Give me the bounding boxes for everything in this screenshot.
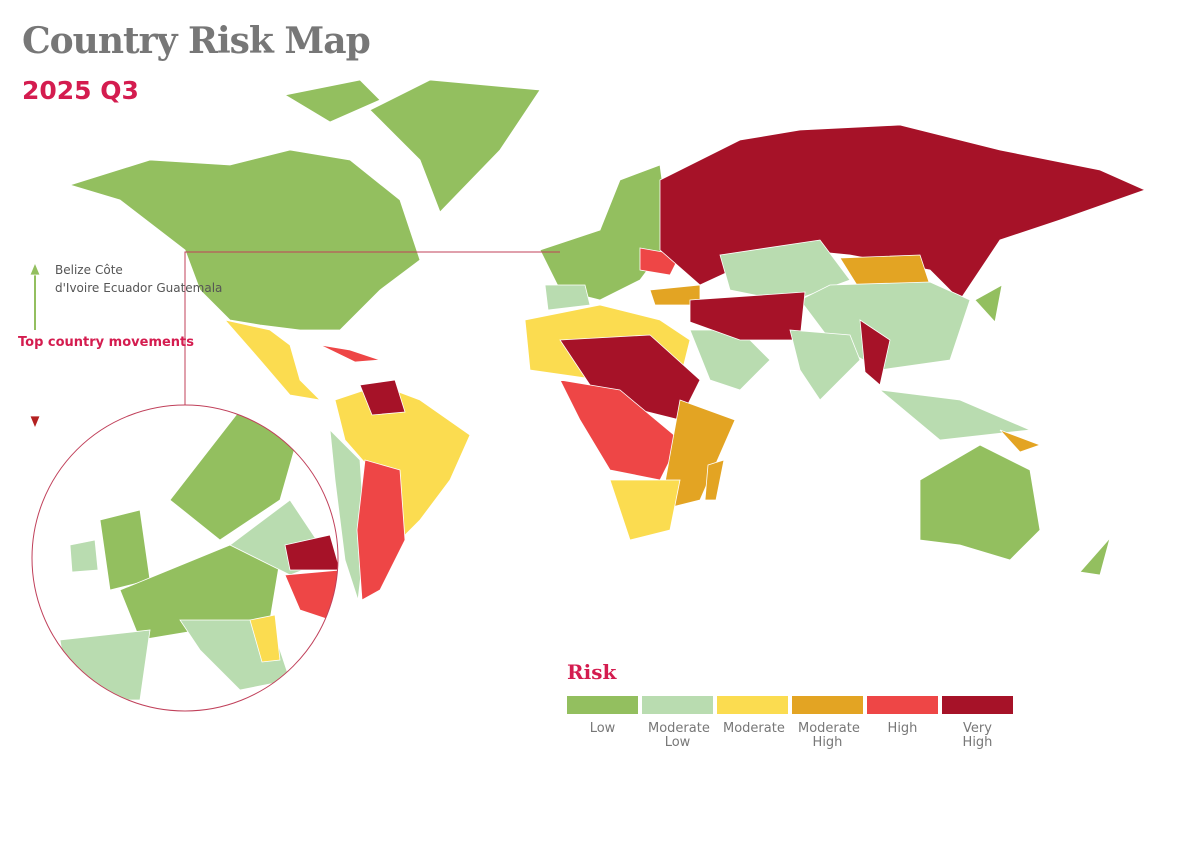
country-region (319, 344, 381, 363)
country-region (544, 284, 591, 311)
legend-label: Very High (962, 721, 993, 750)
legend-label: High (887, 721, 918, 736)
country-name: Côte d'Ivoire (55, 263, 123, 295)
inset-connector (184, 251, 560, 405)
legend-item: Moderate (717, 696, 788, 750)
legend: Low Moderate Low Moderate Moderate High High… (567, 696, 1013, 750)
legend-label: Low (589, 721, 616, 736)
down-arrowhead (29, 415, 41, 430)
legend-swatch (867, 696, 938, 714)
title: Country Risk Map (22, 20, 371, 62)
country-region (369, 79, 541, 213)
country-region (284, 534, 338, 571)
country-region (59, 629, 151, 701)
country-region (999, 429, 1042, 453)
up-arrowhead (29, 261, 41, 276)
inset-countries (59, 409, 338, 701)
legend-item: Very High (942, 696, 1013, 750)
country-name: Belize (55, 263, 91, 277)
country-region (356, 459, 406, 601)
legend-swatch (642, 696, 713, 714)
country-region (539, 164, 671, 301)
country-region (68, 149, 421, 331)
country-name: Guatemala (156, 281, 223, 295)
legend-swatch (717, 696, 788, 714)
country-region (789, 329, 861, 401)
country-region (799, 281, 971, 371)
legend-label: Moderate (723, 721, 785, 736)
country-region (609, 479, 681, 541)
country-region (974, 284, 1003, 323)
legend-item: Moderate High (792, 696, 863, 750)
legend-item: High (867, 696, 938, 750)
movement-list: Belize Côte d'Ivoire Ecuador Guatemala (55, 261, 222, 297)
country-region (859, 319, 891, 386)
country-region (359, 379, 406, 416)
country-region (283, 79, 381, 123)
country-region (919, 444, 1041, 561)
country-region (249, 614, 281, 663)
country-region (329, 428, 366, 601)
country-region (284, 569, 338, 621)
country-region (689, 291, 806, 341)
legend-swatch (792, 696, 863, 714)
inset-circle (31, 404, 339, 712)
country-region (1079, 537, 1111, 576)
subtitle: 2025 Q3 (22, 76, 139, 105)
legend-label: Moderate High (798, 721, 860, 750)
country-region (69, 539, 99, 573)
movement-label: Top country movements (18, 335, 195, 350)
country-name: Ecuador (103, 281, 153, 295)
legend-label: Moderate Low (648, 721, 710, 750)
country-region (99, 509, 151, 591)
country-region (878, 389, 1032, 441)
legend-swatch (567, 696, 638, 714)
country-region (223, 319, 322, 401)
legend-swatch (942, 696, 1013, 714)
legend-title: Risk (567, 660, 617, 684)
country-region (169, 409, 301, 541)
country-region (704, 459, 725, 501)
country-region (334, 384, 471, 541)
legend-item: Moderate Low (642, 696, 713, 750)
countries (68, 79, 1147, 601)
legend-item: Low (567, 696, 638, 750)
